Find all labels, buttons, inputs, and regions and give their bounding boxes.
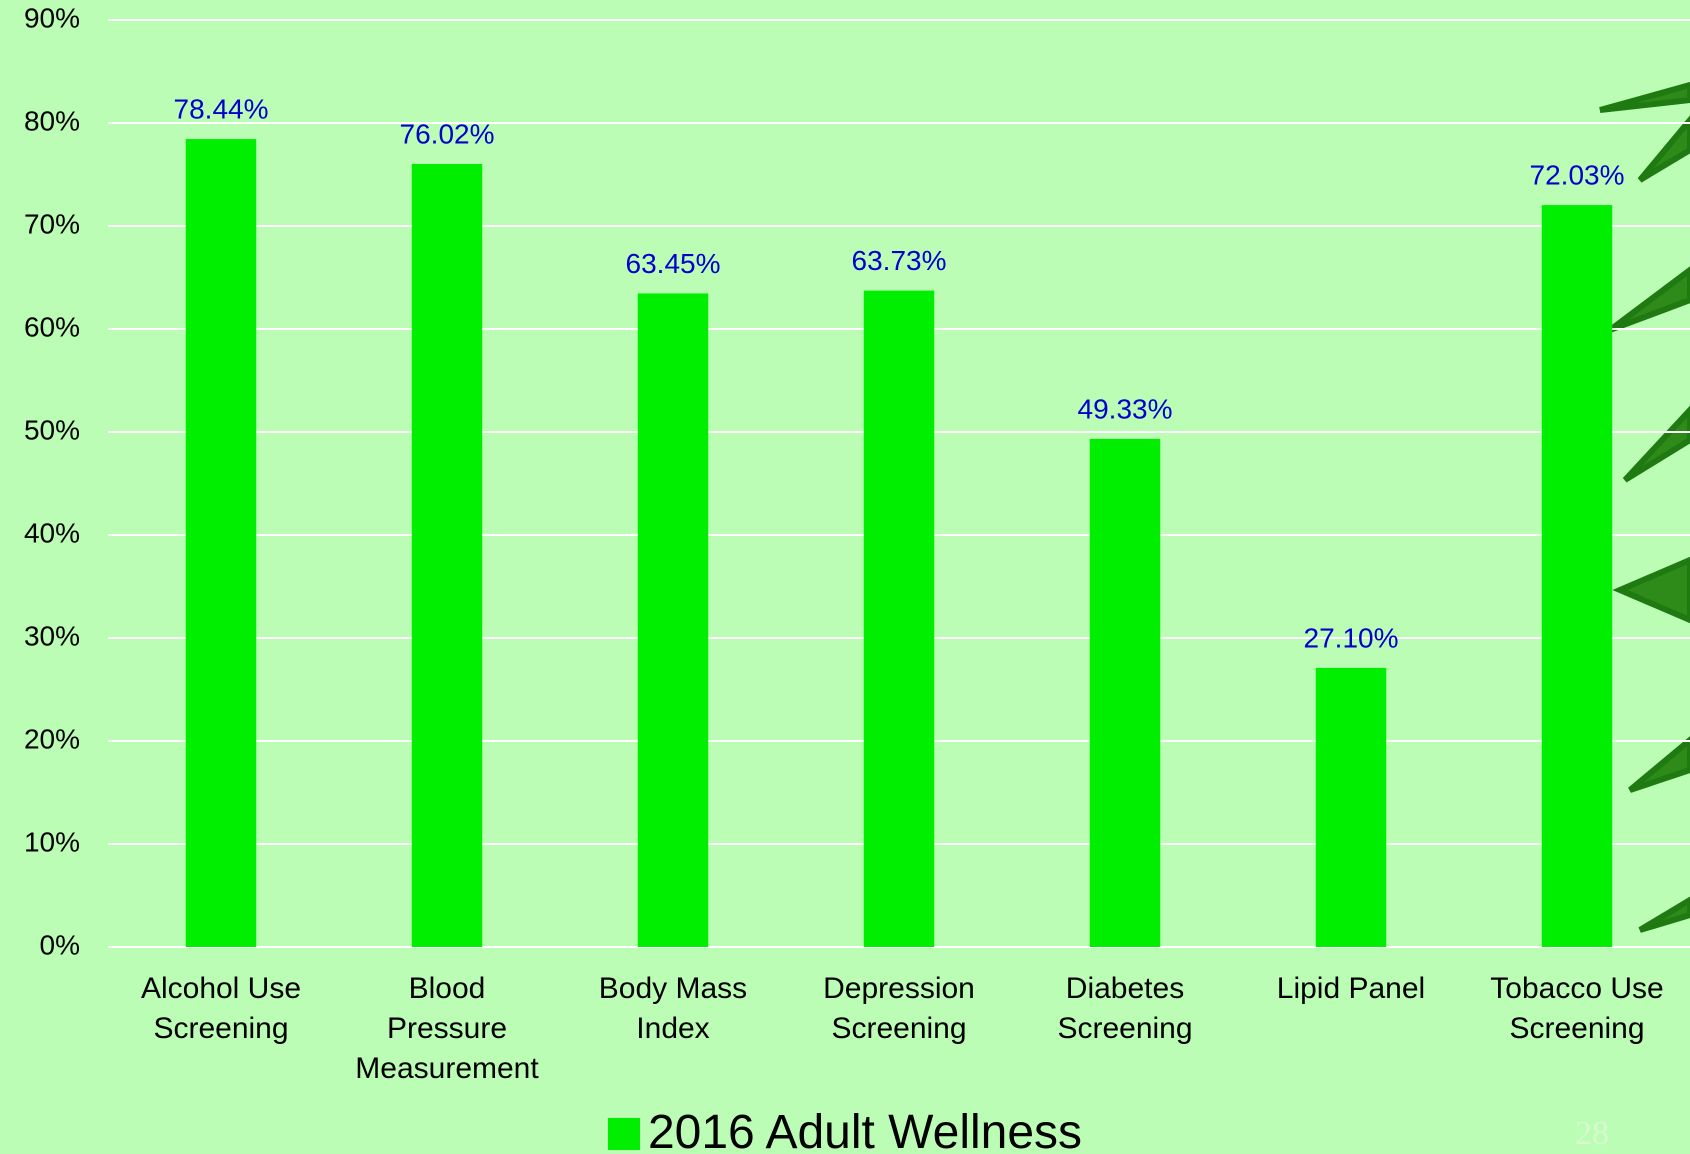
y-tick-label: 30% <box>24 620 80 651</box>
y-tick-label: 90% <box>24 2 80 33</box>
data-label: 63.45% <box>626 248 721 279</box>
data-label: 27.10% <box>1304 622 1399 653</box>
y-tick-label: 20% <box>24 723 80 754</box>
leaf <box>1620 560 1690 620</box>
leaf <box>1600 85 1690 110</box>
leaf <box>1610 270 1690 330</box>
x-tick-label: Alcohol Use Screening <box>121 969 321 1049</box>
y-tick-label: 70% <box>24 208 80 239</box>
bar <box>1316 668 1387 947</box>
bar <box>412 164 483 947</box>
y-tick-label: 10% <box>24 826 80 857</box>
leaf <box>1640 120 1690 180</box>
y-tick-label: 40% <box>24 517 80 548</box>
bamboo-decoration <box>1600 85 1690 930</box>
x-tick-label: Blood Pressure Measurement <box>347 969 547 1089</box>
legend-label: 2016 Adult Wellness <box>648 1106 1082 1154</box>
y-tick-label: 80% <box>24 105 80 136</box>
y-tick-label: 60% <box>24 311 80 342</box>
x-tick-label: Depression Screening <box>799 969 999 1049</box>
bar <box>186 139 257 947</box>
x-tick-label: Diabetes Screening <box>1025 969 1225 1049</box>
legend: 2016 Adult Wellness <box>0 1105 1690 1154</box>
x-tick-label: Lipid Panel <box>1251 969 1451 1009</box>
slide: 0% 10% 20% 30% 40% 50% 60% 70% 80% 90% 78.44% 76.02… <box>0 0 1690 1154</box>
data-label: 49.33% <box>1078 393 1173 424</box>
leaf <box>1630 740 1690 790</box>
slide-number: 28 <box>1575 1115 1609 1153</box>
data-label: 76.02% <box>400 118 495 149</box>
data-label: 63.73% <box>852 245 947 276</box>
bar <box>638 293 709 947</box>
y-tick-label: 0% <box>40 929 80 960</box>
legend-swatch <box>608 1118 640 1150</box>
data-label: 78.44% <box>174 93 269 124</box>
y-tick-label: 50% <box>24 414 80 445</box>
bar <box>864 291 935 947</box>
leaf <box>1625 410 1690 480</box>
x-tick-label: Tobacco Use Screening <box>1477 969 1677 1049</box>
bar <box>1542 205 1613 947</box>
bar <box>1090 439 1161 947</box>
x-tick-label: Body Mass Index <box>573 969 773 1049</box>
leaf <box>1640 900 1690 930</box>
data-label: 72.03% <box>1530 159 1625 190</box>
